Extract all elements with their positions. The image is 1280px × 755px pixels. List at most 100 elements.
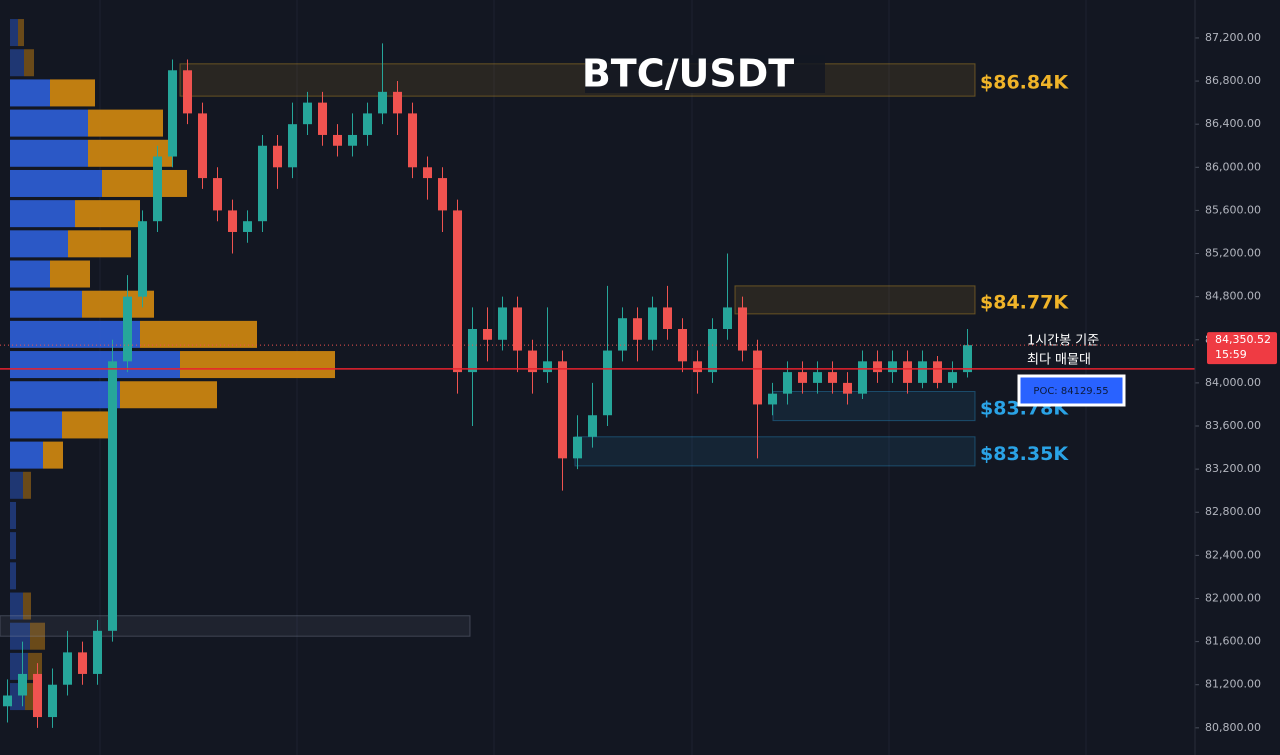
candle-body	[888, 361, 897, 373]
profile-sell	[102, 169, 187, 197]
candle-body	[618, 318, 627, 351]
candle-body	[528, 350, 537, 373]
candle-body	[588, 415, 597, 437]
candle-body	[753, 350, 762, 405]
candle-body	[183, 70, 192, 114]
candle-body	[633, 318, 642, 340]
profile-sell	[68, 230, 131, 258]
profile-buy	[10, 109, 88, 137]
y-tick-label: 87,200.00	[1205, 31, 1261, 44]
candle-body	[693, 361, 702, 373]
y-tick-label: 86,000.00	[1205, 160, 1261, 173]
profile-sell	[25, 683, 35, 711]
candle-body	[63, 652, 72, 685]
candle-body	[783, 372, 792, 394]
candle-body	[798, 372, 807, 383]
profile-buy	[10, 592, 23, 620]
profile-buy	[10, 320, 140, 348]
y-tick-label: 85,200.00	[1205, 247, 1261, 260]
profile-buy	[10, 501, 16, 529]
candle-body	[813, 372, 822, 383]
candle-body	[498, 307, 507, 340]
candle-body	[603, 350, 612, 416]
profile-sell	[24, 49, 34, 77]
y-tick-label: 85,600.00	[1205, 203, 1261, 216]
y-tick-label: 86,800.00	[1205, 74, 1261, 87]
candle-body	[843, 382, 852, 394]
candle-body	[213, 178, 222, 211]
y-tick-label: 86,400.00	[1205, 117, 1261, 130]
profile-sell	[18, 19, 24, 47]
profile-sell	[88, 109, 163, 137]
annotation: 최다 매물대	[1027, 353, 1091, 368]
candle-body	[558, 361, 567, 459]
y-tick-label: 84,800.00	[1205, 290, 1261, 303]
candle-body	[168, 70, 177, 157]
candle-body	[423, 167, 432, 179]
profile-sell	[62, 411, 108, 439]
candle-body	[78, 652, 87, 674]
candle-body	[288, 124, 297, 168]
candle-body	[3, 695, 12, 707]
candle-body	[483, 328, 492, 340]
zone-label: $84.77K	[980, 291, 1069, 313]
candle-body	[438, 178, 447, 211]
price-label: 84,350.52	[1215, 333, 1271, 346]
candle-body	[243, 221, 252, 232]
profile-sell	[140, 320, 257, 348]
candle-body	[648, 307, 657, 340]
candle-body	[228, 210, 237, 232]
profile-buy	[10, 79, 50, 107]
profile-sell	[180, 351, 335, 379]
countdown: 15:59	[1215, 348, 1247, 361]
profile-sell	[28, 652, 42, 680]
candle-body	[153, 156, 162, 222]
profile-buy	[10, 351, 180, 379]
poc-box	[1017, 374, 1126, 407]
candle-body	[138, 221, 147, 297]
candle-body	[948, 372, 957, 383]
zone	[0, 615, 471, 637]
y-tick-label: 83,600.00	[1205, 419, 1261, 432]
candle-body	[123, 296, 132, 362]
candle-body	[348, 134, 357, 146]
candle-body	[93, 630, 102, 674]
y-tick-label: 82,800.00	[1205, 505, 1261, 518]
candle-body	[543, 361, 552, 373]
y-tick-label: 81,600.00	[1205, 635, 1261, 648]
profile-buy	[10, 471, 23, 499]
candle-body	[48, 684, 57, 718]
y-tick-label: 82,000.00	[1205, 591, 1261, 604]
candle-body	[708, 328, 717, 373]
plot: $86.84K$84.77K$83.78K$83.35KBTC/USDTPOC:…	[0, 19, 1277, 734]
candle-body	[873, 361, 882, 373]
profile-buy	[10, 19, 18, 47]
y-tick-label: 84,000.00	[1205, 376, 1261, 389]
candle-body	[258, 145, 267, 222]
candle-body	[393, 91, 402, 114]
zone	[179, 63, 976, 97]
profile-buy	[10, 562, 16, 590]
profile-buy	[10, 260, 50, 288]
y-tick-label: 82,400.00	[1205, 548, 1261, 561]
candle-body	[663, 307, 672, 329]
profile-buy	[10, 169, 102, 197]
poc-label: POC: 84129.55	[1033, 386, 1108, 397]
zone	[574, 436, 976, 467]
profile-sell	[120, 381, 217, 409]
candle-body	[828, 372, 837, 383]
profile-sell	[50, 79, 95, 107]
profile-buy	[10, 200, 75, 228]
candle-body	[573, 436, 582, 459]
candle-body	[378, 91, 387, 114]
candle-body	[273, 145, 282, 168]
chart-title: BTC/USDT	[582, 52, 794, 96]
candle-body	[108, 361, 117, 631]
candle-body	[363, 113, 372, 135]
candle-body	[678, 328, 687, 362]
profile-sell	[75, 200, 140, 228]
profile-sell	[30, 622, 45, 650]
candle-body	[198, 113, 207, 179]
